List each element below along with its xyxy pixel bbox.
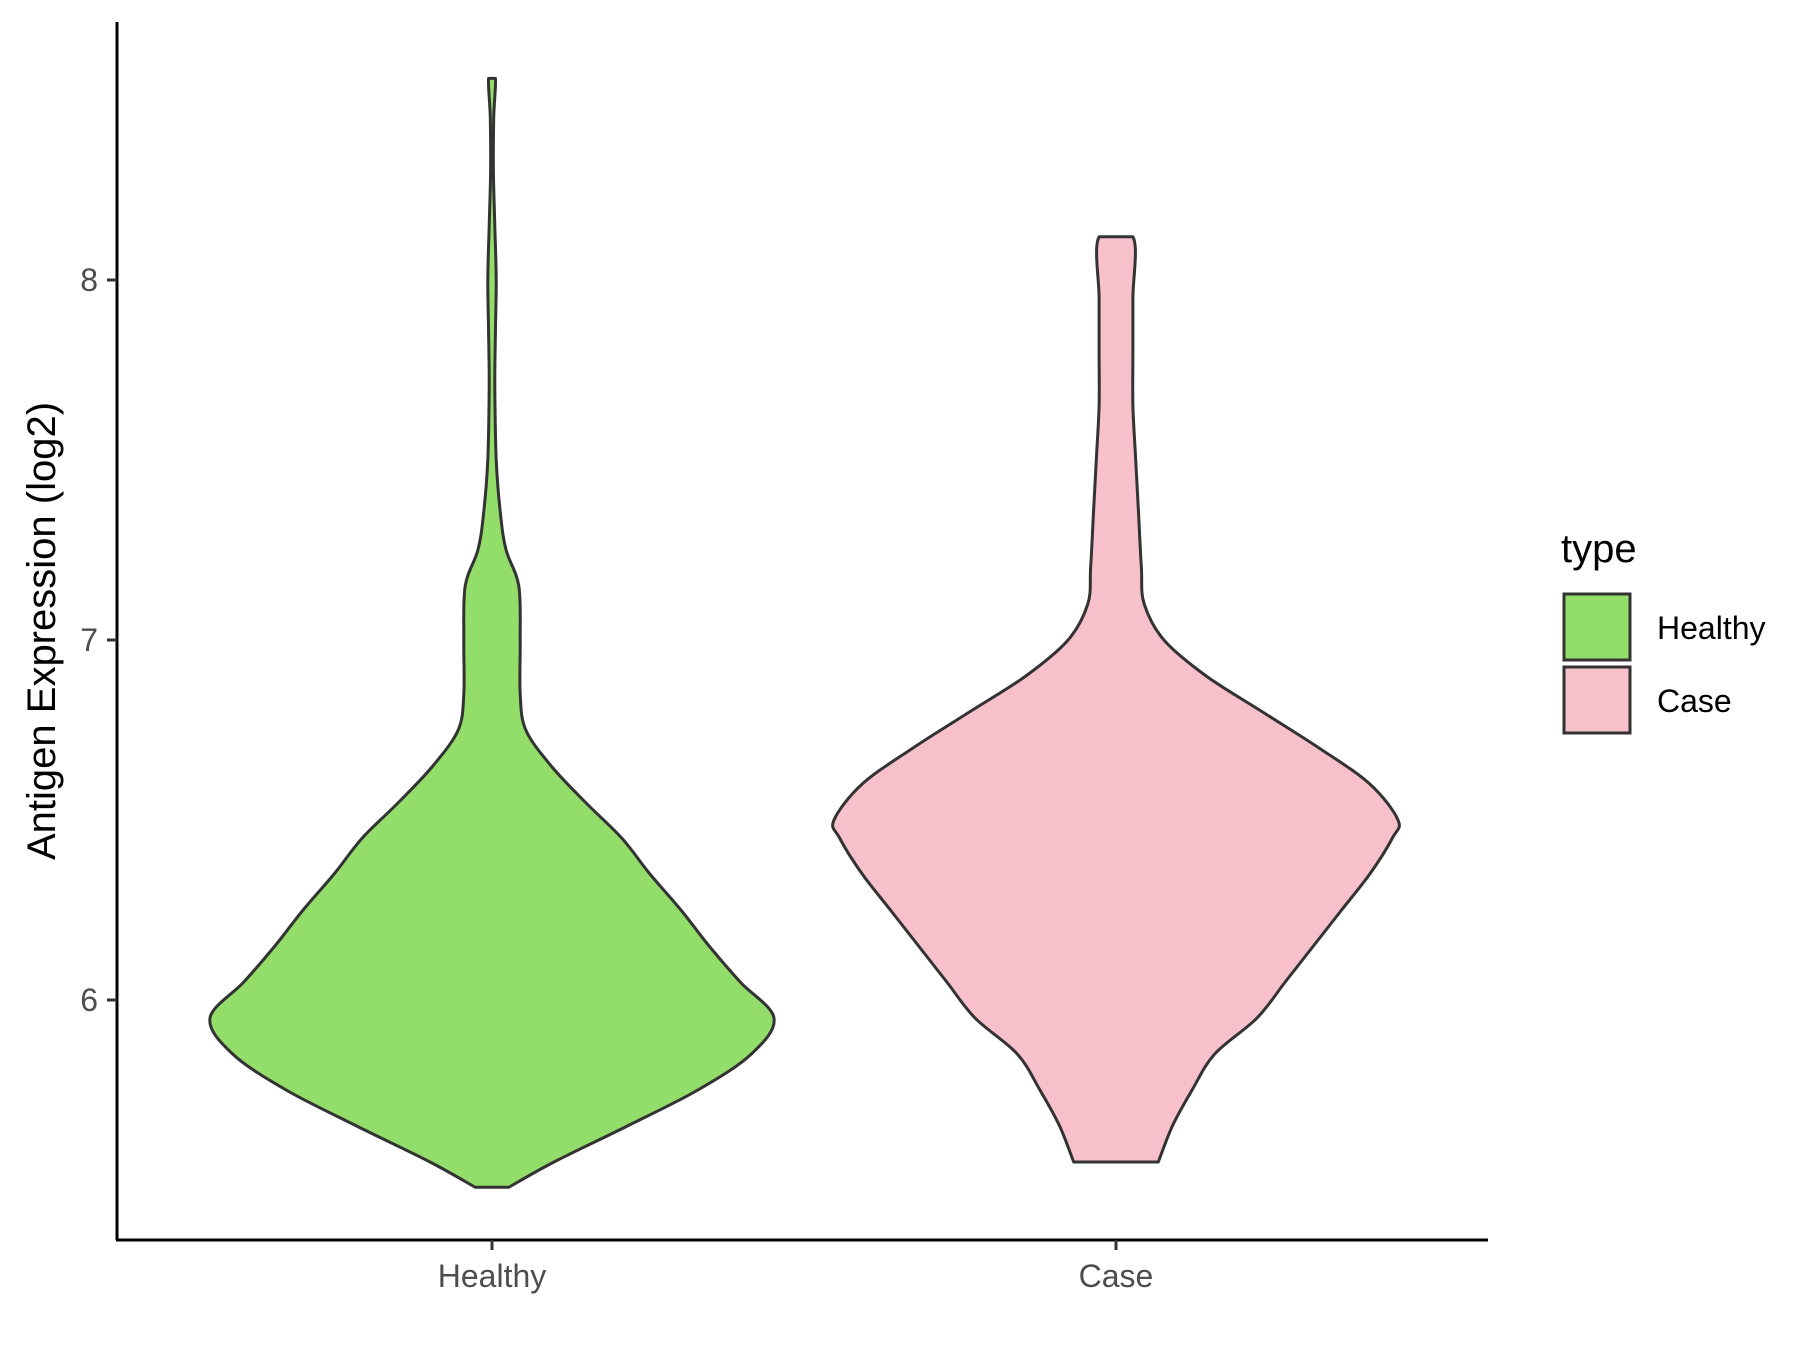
legend: type Healthy Case xyxy=(1561,527,1766,735)
y-tick-label: 6 xyxy=(80,982,98,1018)
y-tick-label: 8 xyxy=(80,262,98,298)
legend-swatch-healthy xyxy=(1562,592,1632,662)
violins-layer xyxy=(208,76,1401,1189)
legend-label-healthy: Healthy xyxy=(1657,610,1766,646)
x-ticks: Healthy Case xyxy=(438,1240,1154,1294)
legend-label-case: Case xyxy=(1657,683,1732,719)
legend-title: type xyxy=(1561,527,1637,571)
y-ticks: 6 7 8 xyxy=(80,262,117,1018)
violin-case xyxy=(831,235,1401,1164)
y-axis-title: Antigen Expression (log2) xyxy=(20,402,64,860)
violin-healthy xyxy=(208,76,776,1189)
legend-swatch-case xyxy=(1562,665,1632,735)
x-tick-label: Healthy xyxy=(438,1258,547,1294)
y-tick-label: 7 xyxy=(80,622,98,658)
x-tick-label: Case xyxy=(1079,1258,1154,1294)
